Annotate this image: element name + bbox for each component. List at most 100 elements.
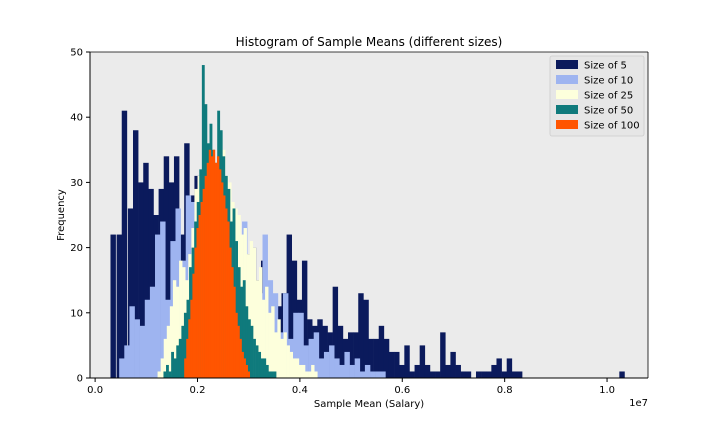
bar-series3-33 xyxy=(258,267,263,378)
bar-series3-29 xyxy=(246,254,251,378)
bar-series4-42 xyxy=(270,371,274,378)
bar-series1-68 xyxy=(460,371,467,378)
bar-series3-35 xyxy=(265,286,269,378)
bar-series3-43 xyxy=(289,351,294,378)
bar-series3-39 xyxy=(277,319,281,378)
bar-series4-43 xyxy=(273,371,277,378)
bar-series5-16 xyxy=(216,156,220,378)
bar-series2-37 xyxy=(308,338,315,378)
series-5 xyxy=(184,149,251,378)
bar-series1-37 xyxy=(301,260,308,378)
bar-series1-57 xyxy=(404,345,410,378)
bar-series5-6 xyxy=(196,228,199,378)
bar-series3-8 xyxy=(182,267,186,378)
bar-series3-46 xyxy=(298,364,303,378)
legend-swatch xyxy=(556,105,578,114)
y-tick-label: 0 xyxy=(77,374,83,385)
x-tick-label: 1.0 xyxy=(599,385,615,396)
legend-swatch xyxy=(556,75,578,84)
bar-series3-1 xyxy=(160,358,165,378)
bar-series5-10 xyxy=(204,175,208,378)
bar-series1-0 xyxy=(110,234,116,378)
bar-series3-49 xyxy=(308,371,312,378)
bar-series2-45 xyxy=(349,364,355,378)
bar-series2-44 xyxy=(344,351,350,378)
bar-series5-18 xyxy=(221,182,224,378)
bar-series5-24 xyxy=(233,286,236,378)
y-tick-label: 20 xyxy=(70,243,83,254)
bar-series2-42 xyxy=(334,358,340,378)
bar-series5-4 xyxy=(192,273,195,378)
bar-series1-34 xyxy=(286,234,292,378)
bar-series2-3 xyxy=(134,319,140,378)
bar-series1-40 xyxy=(317,319,323,378)
legend-swatch xyxy=(556,60,578,69)
bar-series5-13 xyxy=(210,156,214,378)
bar-series3-7 xyxy=(179,260,183,378)
bar-series1-60 xyxy=(419,345,426,378)
bar-series1-63 xyxy=(435,371,441,378)
bar-series3-45 xyxy=(295,358,300,378)
bar-series4-0 xyxy=(163,371,167,378)
bar-series2-0 xyxy=(119,358,125,378)
bar-series1-4 xyxy=(133,130,139,378)
bar-series2-8 xyxy=(160,221,166,378)
bar-series2-46 xyxy=(354,358,361,378)
bar-series2-47 xyxy=(359,371,366,378)
bar-series1-52 xyxy=(378,325,385,378)
bar-series5-19 xyxy=(223,195,226,378)
bar-series3-32 xyxy=(255,280,260,378)
y-tick-label: 50 xyxy=(70,48,83,59)
legend-swatch xyxy=(556,90,578,99)
bar-series5-15 xyxy=(214,162,218,378)
bar-series5-25 xyxy=(235,312,238,378)
bar-series3-36 xyxy=(268,312,272,378)
bar-series2-50 xyxy=(375,371,381,378)
bar-series1-6 xyxy=(143,162,149,378)
x-offset-label: 1e7 xyxy=(629,398,648,409)
bar-series1-66 xyxy=(450,351,456,378)
legend-swatch xyxy=(556,120,578,129)
bar-series5-12 xyxy=(208,149,212,378)
bar-series1-77 xyxy=(511,371,518,378)
bar-series3-42 xyxy=(286,345,290,378)
bar-series5-17 xyxy=(219,169,222,378)
bar-series4-6 xyxy=(178,338,182,378)
x-tick-label: 0.2 xyxy=(190,385,206,396)
bar-series1-61 xyxy=(424,364,431,378)
bar-series2-4 xyxy=(139,325,146,378)
bar-series1-43 xyxy=(332,286,339,378)
bar-series4-5 xyxy=(176,345,180,378)
legend-label: Size of 5 xyxy=(584,61,627,72)
bar-series1-2 xyxy=(121,110,128,379)
bar-series2-40 xyxy=(323,351,330,378)
bar-series5-8 xyxy=(200,201,203,378)
bar-series2-5 xyxy=(144,299,151,378)
bar-series1-3 xyxy=(127,208,134,378)
bar-series5-27 xyxy=(239,338,242,378)
bar-series4-33 xyxy=(247,319,251,378)
bar-series5-28 xyxy=(241,351,244,378)
bar-series1-48 xyxy=(358,293,364,378)
bar-series2-6 xyxy=(149,286,156,378)
bar-series3-34 xyxy=(262,299,266,378)
bar-series2-41 xyxy=(329,345,335,378)
y-axis-label: Frequency xyxy=(56,189,67,241)
bar-series1-74 xyxy=(496,358,502,378)
bar-series5-30 xyxy=(245,364,248,378)
bar-series3-3 xyxy=(166,325,171,378)
bar-series5-23 xyxy=(231,267,234,378)
bar-series1-56 xyxy=(399,364,405,378)
bar-series2-38 xyxy=(313,332,320,378)
bar-series5-5 xyxy=(194,247,197,378)
bar-series3-50 xyxy=(311,364,315,378)
bar-series3-41 xyxy=(283,332,287,378)
y-ticks: 0 10 20 30 40 50 xyxy=(70,48,90,385)
bar-series4-34 xyxy=(250,325,254,378)
bar-series3-4 xyxy=(169,306,174,378)
bar-series3-48 xyxy=(305,371,309,378)
bar-series5-20 xyxy=(225,208,228,378)
legend-label: Size of 50 xyxy=(584,106,633,117)
bar-series1-62 xyxy=(429,371,436,378)
